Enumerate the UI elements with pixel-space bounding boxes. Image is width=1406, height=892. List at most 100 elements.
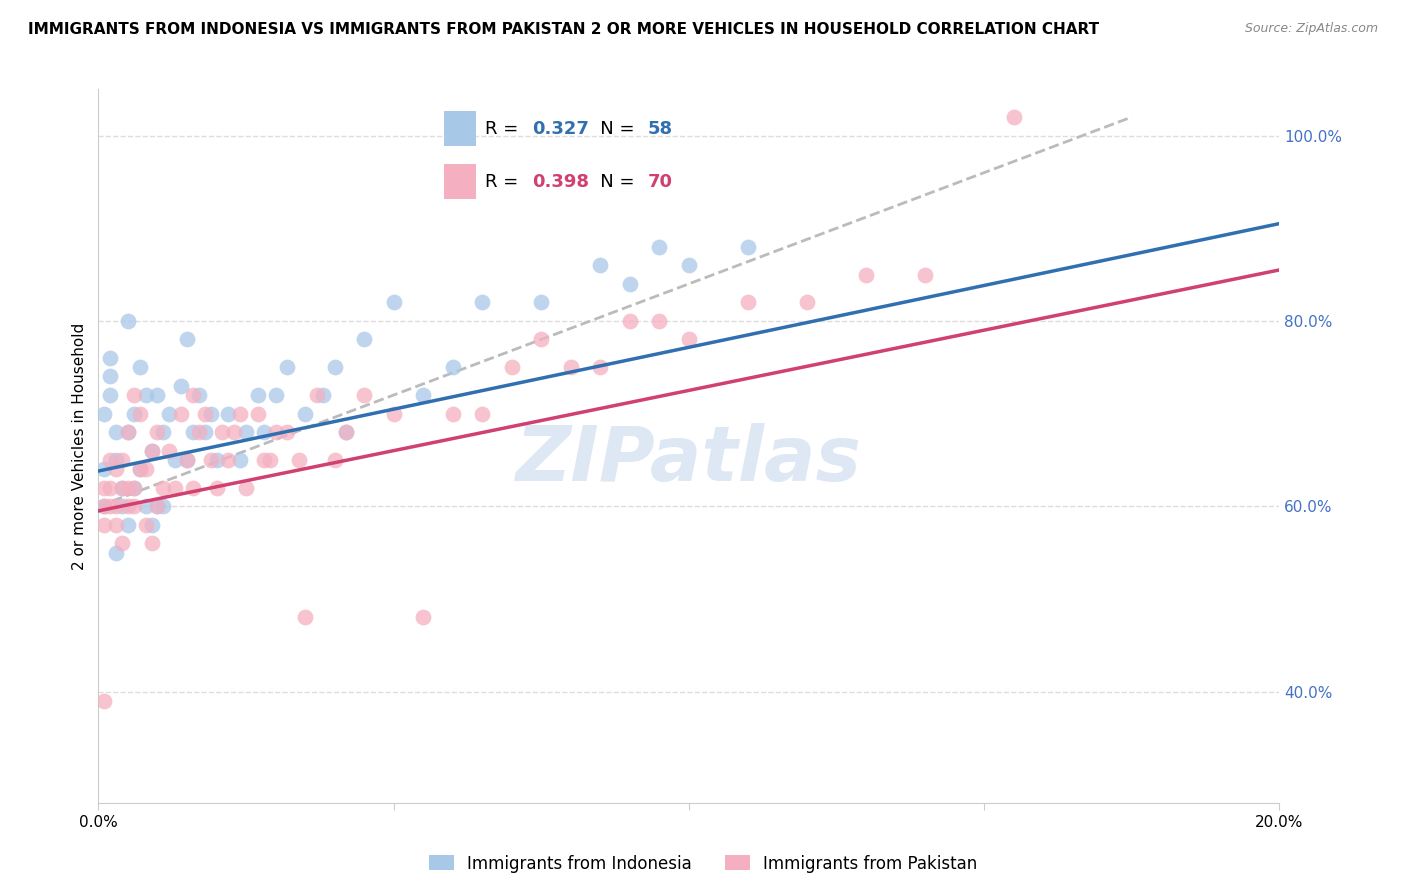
- Point: [157, 407, 180, 421]
- Point: [98, 481, 121, 495]
- Point: [141, 443, 163, 458]
- Point: [152, 425, 174, 439]
- Point: [93, 500, 115, 514]
- Point: [294, 407, 316, 421]
- Point: [117, 314, 139, 328]
- Point: [335, 425, 357, 439]
- Point: [111, 453, 134, 467]
- Point: [98, 351, 121, 365]
- Point: [170, 378, 193, 392]
- Point: [914, 268, 936, 282]
- Point: [141, 517, 163, 532]
- Point: [135, 462, 157, 476]
- Point: [93, 694, 115, 708]
- Point: [98, 388, 121, 402]
- Point: [170, 407, 193, 421]
- Point: [122, 407, 145, 421]
- Point: [796, 295, 818, 310]
- Point: [105, 500, 128, 514]
- Point: [441, 360, 464, 375]
- Point: [412, 388, 434, 402]
- Point: [530, 295, 553, 310]
- Point: [200, 453, 222, 467]
- Point: [235, 481, 257, 495]
- Point: [855, 268, 877, 282]
- Point: [93, 500, 115, 514]
- Point: [205, 453, 228, 467]
- Point: [117, 481, 139, 495]
- Point: [305, 388, 328, 402]
- Point: [105, 545, 128, 559]
- Point: [259, 453, 281, 467]
- Point: [253, 453, 276, 467]
- Y-axis label: 2 or more Vehicles in Household: 2 or more Vehicles in Household: [72, 322, 87, 570]
- Point: [181, 388, 204, 402]
- Point: [146, 500, 169, 514]
- Text: ZIPatlas: ZIPatlas: [516, 424, 862, 497]
- Point: [619, 314, 641, 328]
- Point: [165, 453, 187, 467]
- Point: [382, 407, 405, 421]
- Point: [205, 481, 228, 495]
- Point: [98, 369, 121, 384]
- Point: [187, 425, 209, 439]
- Point: [217, 407, 239, 421]
- Point: [105, 462, 128, 476]
- Point: [146, 500, 169, 514]
- Point: [117, 425, 139, 439]
- Point: [93, 517, 115, 532]
- Point: [224, 425, 246, 439]
- Point: [560, 360, 582, 375]
- Point: [648, 240, 671, 254]
- Text: Source: ZipAtlas.com: Source: ZipAtlas.com: [1244, 22, 1378, 36]
- Point: [648, 314, 671, 328]
- Point: [93, 462, 115, 476]
- Point: [122, 481, 145, 495]
- Point: [128, 407, 150, 421]
- Point: [117, 500, 139, 514]
- Point: [181, 481, 204, 495]
- Point: [128, 360, 150, 375]
- Point: [323, 360, 346, 375]
- Point: [146, 425, 169, 439]
- Point: [312, 388, 335, 402]
- Point: [93, 407, 115, 421]
- Point: [176, 333, 198, 347]
- Point: [530, 333, 553, 347]
- Point: [98, 453, 121, 467]
- Point: [217, 453, 239, 467]
- Point: [194, 425, 217, 439]
- Point: [152, 481, 174, 495]
- Point: [135, 500, 157, 514]
- Point: [187, 388, 209, 402]
- Point: [98, 500, 121, 514]
- Point: [111, 536, 134, 550]
- Point: [105, 517, 128, 532]
- Point: [619, 277, 641, 291]
- Point: [471, 407, 494, 421]
- Point: [135, 517, 157, 532]
- Point: [323, 453, 346, 467]
- Point: [246, 388, 269, 402]
- Point: [264, 425, 287, 439]
- Point: [501, 360, 523, 375]
- Point: [264, 388, 287, 402]
- Point: [678, 258, 700, 272]
- Point: [152, 500, 174, 514]
- Point: [176, 453, 198, 467]
- Point: [93, 481, 115, 495]
- Point: [235, 425, 257, 439]
- Point: [737, 240, 759, 254]
- Point: [229, 453, 252, 467]
- Point: [128, 462, 150, 476]
- Point: [176, 453, 198, 467]
- Point: [117, 517, 139, 532]
- Text: IMMIGRANTS FROM INDONESIA VS IMMIGRANTS FROM PAKISTAN 2 OR MORE VEHICLES IN HOUS: IMMIGRANTS FROM INDONESIA VS IMMIGRANTS …: [28, 22, 1099, 37]
- Point: [1002, 110, 1025, 124]
- Point: [353, 333, 375, 347]
- Point: [141, 536, 163, 550]
- Point: [412, 610, 434, 624]
- Point: [471, 295, 494, 310]
- Point: [122, 388, 145, 402]
- Point: [181, 425, 204, 439]
